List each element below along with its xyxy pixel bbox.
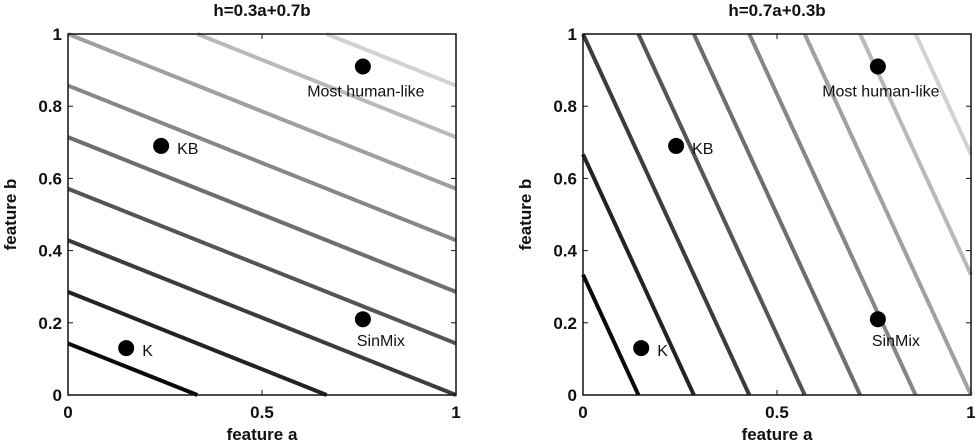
y-tick-label: 0.2 (38, 314, 62, 333)
data-point-sinmix (869, 311, 886, 328)
contour-line-0.7 (67, 32, 457, 191)
point-label: KB (692, 141, 713, 158)
contour-line-0.3 (67, 238, 457, 397)
y-tick-label: 0.6 (553, 169, 577, 188)
contour-line-0.6 (747, 33, 918, 396)
chart-panel-2: 0 0.5 1 0 0.2 0.4 0.6 0.8 1 Most human-like KB SinM… (516, 1, 975, 444)
contour-line-0.9 (325, 32, 457, 88)
y-axis-label: feature b (516, 179, 535, 251)
y-tick-label: 0.8 (553, 97, 577, 116)
contour-line-0.2 (581, 153, 696, 396)
contour-line-0.1 (67, 341, 199, 397)
chart-title: h=0.7a+0.3b (728, 1, 825, 20)
data-point-most-human-like (869, 58, 886, 75)
contour-line-0.6 (67, 83, 457, 243)
y-tick-label: 0.4 (553, 242, 577, 261)
y-tick-label: 0.4 (38, 242, 62, 261)
contour-line-0.4 (67, 186, 457, 346)
y-tick-label: 0.2 (553, 314, 577, 333)
chart-panel-1: 0 0.5 1 0 0.2 0.4 0.6 0.8 1 Most human-like KB SinM… (1, 1, 461, 444)
contour-line-0.3 (581, 33, 752, 396)
y-tick-label: 0.6 (38, 169, 62, 188)
x-tick-label: 1 (451, 403, 460, 422)
contour-line-0.5 (692, 33, 862, 396)
contour-line-0.8 (196, 32, 457, 140)
point-label: SinMix (357, 333, 405, 350)
point-label: SinMix (872, 333, 920, 350)
contour-line-0.2 (67, 289, 328, 397)
point-label: K (657, 343, 668, 360)
x-tick-label: 1 (966, 403, 975, 422)
point-label: K (142, 343, 153, 360)
data-point-most-human-like (354, 58, 371, 75)
x-tick-label: 0 (63, 403, 72, 422)
data-point-sinmix (354, 311, 371, 328)
y-tick-label: 0 (568, 386, 577, 405)
contour-line-0.5 (67, 135, 457, 294)
point-label: Most human-like (822, 83, 939, 100)
point-label: KB (177, 141, 198, 158)
y-tick-label: 0.8 (38, 97, 62, 116)
data-point-kb (668, 137, 685, 154)
contour-line-0.7 (802, 33, 973, 396)
x-tick-label: 0 (578, 403, 587, 422)
x-axis-label: feature a (742, 425, 813, 444)
data-point-k (633, 340, 650, 357)
y-tick-label: 1 (53, 25, 62, 44)
chart-title: h=0.3a+0.7b (213, 1, 310, 20)
y-tick-label: 1 (568, 25, 577, 44)
data-point-k (118, 340, 135, 357)
y-tick-label: 0 (53, 386, 62, 405)
data-point-kb (153, 137, 170, 154)
contour-line-0.1 (581, 273, 641, 396)
contour-line-0.4 (636, 33, 807, 396)
contour-line-0.9 (913, 33, 973, 156)
point-label: Most human-like (307, 83, 424, 100)
x-tick-label: 0.5 (765, 403, 789, 422)
x-tick-label: 0.5 (250, 403, 274, 422)
y-axis-label: feature b (1, 179, 20, 251)
x-axis-label: feature a (227, 425, 298, 444)
